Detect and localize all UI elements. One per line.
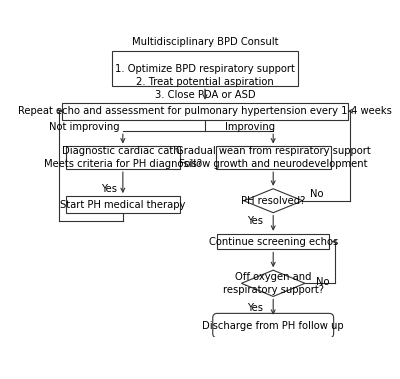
Text: Repeat echo and assessment for pulmonary hypertension every 1-4 weeks: Repeat echo and assessment for pulmonary… — [18, 106, 392, 116]
Text: Gradual wean from respiratory support
Follow growth and neurodevelopment: Gradual wean from respiratory support Fo… — [176, 146, 370, 169]
FancyBboxPatch shape — [112, 51, 298, 86]
Text: No: No — [310, 190, 324, 199]
Text: Multidisciplinary BPD Consult

1. Optimize BPD respiratory support
2. Treat pote: Multidisciplinary BPD Consult 1. Optimiz… — [115, 38, 295, 100]
Text: Start PH medical therapy: Start PH medical therapy — [60, 199, 186, 210]
FancyBboxPatch shape — [218, 234, 329, 249]
Text: Yes: Yes — [101, 184, 117, 194]
Text: Not improving: Not improving — [50, 122, 120, 132]
Text: No: No — [316, 277, 330, 287]
FancyBboxPatch shape — [62, 103, 348, 120]
FancyBboxPatch shape — [213, 313, 334, 338]
Text: Discharge from PH follow up: Discharge from PH follow up — [202, 321, 344, 330]
Text: Improving: Improving — [225, 122, 275, 132]
FancyBboxPatch shape — [216, 146, 330, 169]
Text: Off oxygen and
respiratory support?: Off oxygen and respiratory support? — [223, 272, 324, 295]
FancyBboxPatch shape — [66, 146, 180, 169]
Text: PH resolved?: PH resolved? — [241, 196, 305, 206]
Polygon shape — [242, 270, 305, 296]
FancyBboxPatch shape — [66, 196, 180, 213]
Polygon shape — [244, 189, 303, 213]
Text: Continue screening echos: Continue screening echos — [208, 236, 338, 247]
Text: Diagnostic cardiac cath:
Meets criteria for PH diagnosis?: Diagnostic cardiac cath: Meets criteria … — [44, 146, 202, 169]
Text: Yes: Yes — [246, 302, 263, 313]
Text: Yes: Yes — [246, 216, 263, 226]
